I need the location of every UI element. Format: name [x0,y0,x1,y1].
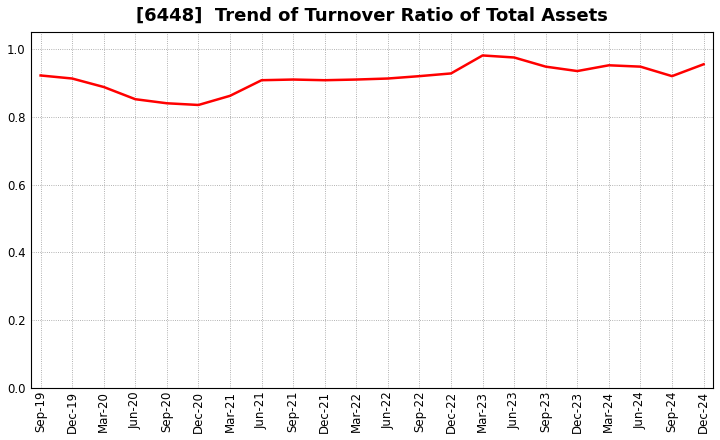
Title: [6448]  Trend of Turnover Ratio of Total Assets: [6448] Trend of Turnover Ratio of Total … [136,7,608,25]
